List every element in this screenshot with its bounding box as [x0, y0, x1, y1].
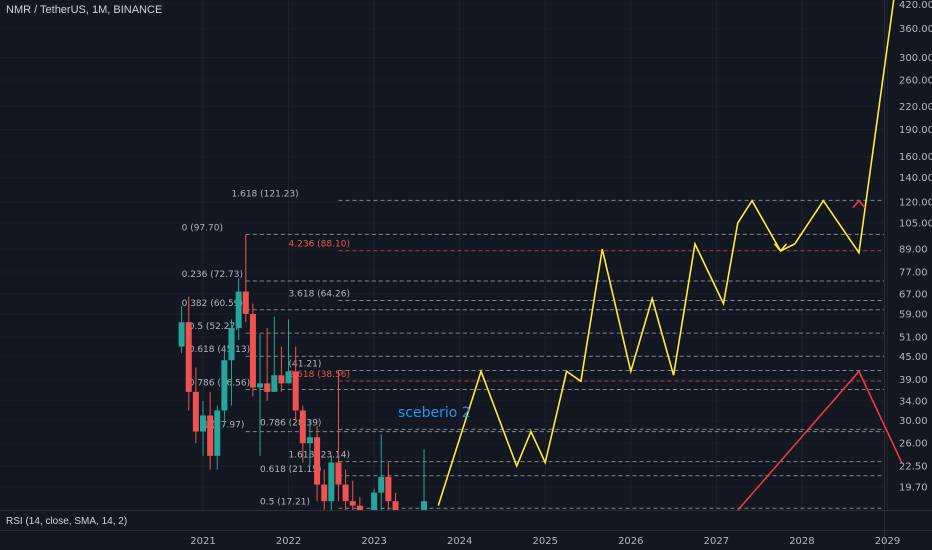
candle-body-2022-05	[314, 437, 321, 485]
candle-body-2021-11	[271, 375, 278, 392]
fib-label: 3.618 (64.26)	[289, 289, 350, 299]
candle-body-2022-01	[285, 371, 292, 384]
y-tick-label: 300.00	[899, 53, 932, 64]
arrowhead-0	[773, 243, 788, 253]
candle-body-2021-05	[228, 327, 235, 361]
candle-body-2022-10	[349, 501, 356, 506]
y-tick-label: 89.00	[899, 245, 928, 256]
candle-body-2023-08	[421, 501, 428, 510]
candle-body-2022-02	[292, 371, 299, 411]
grid	[202, 0, 888, 510]
candle-body-2021-01	[200, 415, 206, 432]
projections	[437, 0, 903, 511]
candle-body-2020-12	[192, 391, 199, 432]
x-tick-label: 2022	[276, 536, 301, 547]
candle-body-2020-11	[185, 322, 192, 392]
y-tick-label: 39.00	[899, 375, 928, 386]
candle-body-2022-08	[335, 462, 342, 485]
projection-line-1	[737, 369, 903, 511]
fib-levels: 0 (97.70) 0.236 (72.73) 0.382 (60.59) 0.5 (…	[182, 189, 884, 509]
candle-body-2022-06	[321, 484, 328, 502]
time-axis: 2021 2022 2023 2024 2025 2026 2027 2028 2029	[190, 536, 900, 547]
y-tick-label: 51.00	[899, 332, 928, 343]
candle-body-2022-11	[356, 505, 363, 510]
y-tick-label: 220.00	[899, 102, 932, 113]
y-tick-label: 160.00	[899, 152, 932, 163]
fib-label: 0.382 (60.59)	[182, 299, 243, 309]
candle-body-2021-12	[278, 375, 285, 384]
y-tick-label: 34.00	[899, 396, 928, 407]
y-tick-label: 30.00	[899, 416, 928, 427]
price-axis-border	[884, 0, 885, 550]
candle-body-2022-07	[328, 462, 335, 502]
candles	[178, 234, 428, 510]
fib-label: 0.618 (45.13)	[189, 345, 250, 355]
candle-body-2020-10	[178, 322, 185, 347]
fib-label: 0.5 (17.21)	[260, 497, 310, 507]
fib-label: 0.618 (21.15)	[260, 465, 321, 475]
arrowhead-1	[852, 199, 866, 209]
fib-label: 4.236 (88.10)	[289, 240, 350, 250]
fib-label: 0 (97.70)	[182, 223, 223, 233]
fib-label: 1.618 (121.23)	[232, 189, 299, 199]
x-tick-label: 2028	[789, 536, 814, 547]
x-tick-label: 2025	[533, 536, 558, 547]
fib-label: 2.618 (38.56)	[289, 370, 350, 380]
candle-body-2022-04	[306, 437, 313, 444]
candle-body-2021-07	[242, 291, 249, 314]
candle-body-2021-02	[207, 415, 214, 456]
candle-body-2023-02	[378, 476, 385, 493]
candle-body-2021-08	[249, 313, 256, 388]
fib-label: 1 (27.97)	[203, 421, 244, 431]
candle-body-2023-04	[392, 501, 399, 510]
y-tick-label: 105.00	[899, 219, 932, 230]
price-axis: 420.00 360.00 300.00 260.00 220.00 190.00 160.…	[899, 0, 932, 493]
x-tick-label: 2021	[190, 536, 215, 547]
y-tick-label: 45.00	[899, 352, 928, 363]
y-tick-label: 22.50	[899, 462, 928, 473]
projection-line-0	[437, 0, 895, 506]
y-tick-label: 190.00	[899, 125, 932, 136]
x-tick-label: 2026	[618, 536, 643, 547]
y-tick-label: 140.00	[899, 173, 932, 184]
x-tick-label: 2023	[361, 536, 386, 547]
candle-body-2021-06	[235, 291, 242, 328]
time-axis-border	[0, 530, 932, 531]
candle-body-2021-04	[221, 360, 228, 411]
y-tick-label: 59.00	[899, 309, 928, 320]
rsi-indicator-label[interactable]: RSI (14, close, SMA, 14, 2)	[6, 516, 128, 527]
x-tick-label: 2029	[875, 536, 900, 547]
y-tick-label: 360.00	[899, 24, 932, 35]
fib-label: 0.786 (36.56)	[189, 378, 250, 388]
candle-body-2023-03	[385, 476, 392, 502]
candle-body-2022-03	[299, 410, 306, 444]
fib-label: 0.5 (52.27)	[189, 322, 239, 332]
candle-body-2021-10	[264, 383, 271, 392]
symbol-title[interactable]: NMR / TetherUS, 1M, BINANCE	[6, 4, 163, 16]
x-tick-label: 2024	[447, 536, 472, 547]
fib-label: 0.786 (28.39)	[260, 418, 321, 428]
y-tick-label: 120.00	[899, 198, 932, 209]
y-tick-label: 77.00	[899, 267, 928, 278]
y-tick-label: 67.00	[899, 289, 928, 300]
y-tick-label: 420.00	[899, 0, 932, 11]
candle-body-2021-09	[257, 383, 264, 388]
y-tick-label: 260.00	[899, 76, 932, 87]
candle-body-2021-03	[214, 410, 221, 456]
rsi-pane-border	[0, 510, 932, 511]
fib-label: 0.236 (72.73)	[182, 270, 243, 280]
candle-body-2022-09	[342, 484, 349, 502]
y-tick-label: 19.70	[899, 482, 928, 493]
candle-body-2023-01	[371, 492, 378, 510]
fib-label: (41.21)	[289, 360, 322, 370]
y-tick-label: 26.00	[899, 439, 928, 450]
annotation-text: sceberio 2	[398, 405, 471, 421]
x-tick-label: 2027	[704, 536, 729, 547]
